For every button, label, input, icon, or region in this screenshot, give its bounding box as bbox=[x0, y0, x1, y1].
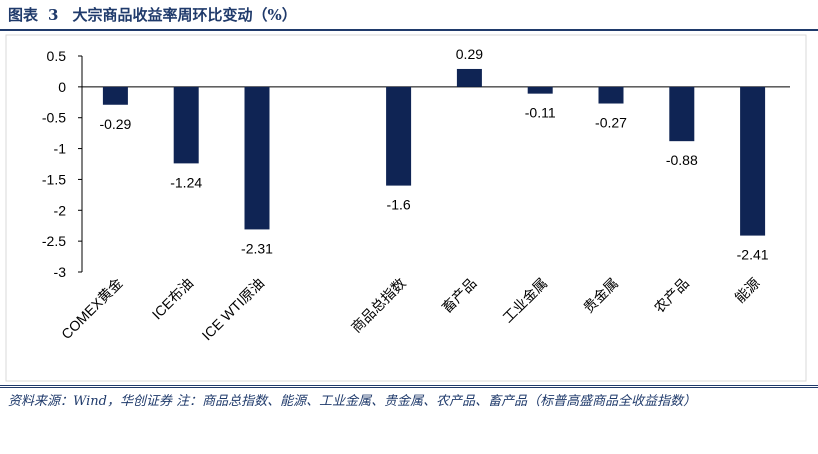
figure-title: 大宗商品收益率周环比变动（%） bbox=[72, 6, 297, 24]
y-tick-label: 0.5 bbox=[47, 48, 67, 64]
bar bbox=[527, 86, 553, 94]
data-label: -0.88 bbox=[666, 152, 698, 168]
bars bbox=[102, 68, 766, 236]
y-tick-label: -3 bbox=[54, 264, 67, 280]
data-label: -2.41 bbox=[737, 247, 769, 263]
chart-title: 图表 3 大宗商品收益率周环比变动（%） bbox=[8, 2, 297, 28]
source-note: 资料来源：Wind，华创证券 注：商品总指数、能源、工业金属、贵金属、农产品、畜… bbox=[8, 394, 697, 409]
bar-chart: 0.5 0 -0.5 -1 -1.5 -2 -2.5 -3 -0.29 -1.24 -2.31 -1… bbox=[5, 34, 807, 382]
footer-rule-2 bbox=[0, 387, 818, 388]
y-tick-label: -1 bbox=[54, 141, 67, 157]
data-label: -1.24 bbox=[170, 174, 202, 190]
bar bbox=[386, 86, 412, 186]
bar bbox=[740, 86, 766, 236]
title-rule bbox=[0, 29, 818, 31]
bar bbox=[456, 68, 482, 87]
y-tick-label: -0.5 bbox=[42, 110, 66, 126]
data-label: -1.6 bbox=[387, 197, 411, 213]
y-tick-label: -2.5 bbox=[42, 233, 66, 249]
data-label: -0.11 bbox=[525, 105, 556, 121]
data-label: 0.29 bbox=[456, 46, 483, 62]
y-tick-label: -1.5 bbox=[42, 171, 66, 187]
figure-number: 3 bbox=[48, 6, 59, 24]
y-tick-label: -2 bbox=[54, 202, 67, 218]
figure-label: 图表 bbox=[8, 6, 39, 24]
bar bbox=[173, 86, 199, 164]
y-axis: 0.5 0 -0.5 -1 -1.5 -2 -2.5 -3 bbox=[42, 48, 83, 280]
bar bbox=[669, 86, 695, 142]
data-label: -0.27 bbox=[595, 115, 627, 131]
data-labels: -0.29 -1.24 -2.31 -1.6 0.29 -0.11 -0.27 -0.88 -2… bbox=[99, 46, 768, 263]
bar bbox=[102, 86, 128, 105]
y-tick-label: 0 bbox=[58, 79, 66, 95]
bar bbox=[244, 86, 270, 230]
bar bbox=[598, 86, 624, 104]
data-label: -2.31 bbox=[241, 240, 273, 256]
footer-rule bbox=[0, 385, 818, 386]
data-label: -0.29 bbox=[99, 116, 131, 132]
